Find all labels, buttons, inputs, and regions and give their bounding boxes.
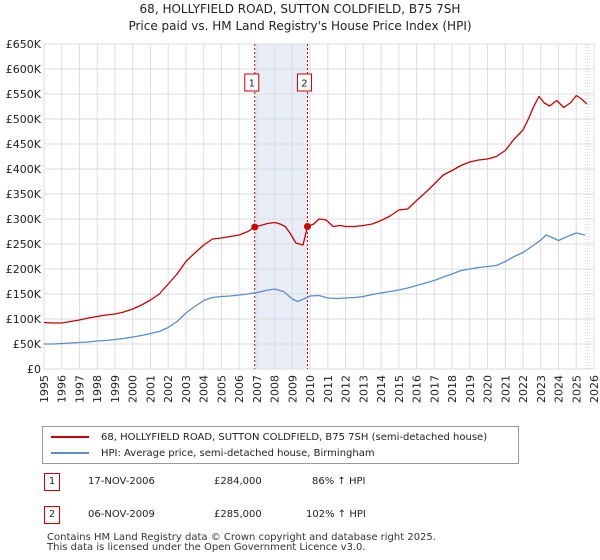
x-tick-label: 1997 (73, 375, 86, 403)
x-tick-label: 2010 (304, 375, 317, 403)
transaction-hpi-change: 86% ↑ HPI (312, 476, 366, 487)
y-tick-label: £350K (6, 188, 42, 201)
transaction-price: £284,000 (214, 476, 262, 487)
transaction-number-badge: 2 (44, 506, 60, 524)
x-tick-label: 2014 (375, 375, 388, 403)
x-tick-label: 1995 (38, 375, 51, 403)
x-tick-label: 2025 (570, 375, 583, 403)
x-tick-label: 2023 (535, 375, 548, 403)
y-tick-label: £150K (6, 288, 42, 301)
x-tick-label: 2015 (393, 375, 406, 403)
sale-label-box (244, 73, 260, 92)
footer-line-licence: This data is licensed under the Open Gov… (47, 542, 366, 553)
y-tick-label: £300K (6, 213, 42, 226)
x-tick-label: 2024 (553, 375, 566, 403)
x-tick-label: 2009 (286, 375, 299, 403)
x-tick-label: 2016 (411, 375, 424, 403)
shaded-ownership-period (254, 44, 308, 369)
x-tick-label: 1996 (56, 375, 69, 403)
y-tick-label: £0 (27, 363, 41, 376)
sale-label-box (296, 73, 312, 92)
sale-point (303, 223, 311, 230)
price-chart: £0 £50K £100K £150K £200K £250K £300K £350K £400… (6, 38, 600, 403)
transaction-hpi-change: 102% ↑ HPI (306, 509, 366, 520)
plot-area (43, 43, 595, 370)
x-tick-label: 2026 (588, 375, 600, 403)
footer-attribution: Contains HM Land Registry data © Crown c… (47, 533, 436, 553)
sale-label-text: 2 (301, 79, 307, 90)
x-tick-label: 2022 (517, 375, 530, 403)
chart-subtitle: Price paid vs. HM Land Registry's House … (128, 19, 472, 33)
transaction-number-badge: 1 (44, 473, 60, 491)
transaction-price: £285,000 (214, 509, 262, 520)
y-tick-label: £650K (6, 38, 42, 51)
x-tick-label: 2003 (180, 375, 193, 403)
x-tick-label: 2021 (499, 375, 512, 403)
legend-label-hpi: HPI: Average price, semi-detached house,… (101, 447, 375, 459)
legend-label-property: 68, HOLLYFIELD ROAD, SUTTON COLDFIELD, B… (101, 431, 488, 443)
transaction-date: 17-NOV-2006 (88, 476, 155, 487)
legend-swatch-property (51, 436, 89, 438)
x-tick-label: 1998 (91, 375, 104, 403)
footer-line-copyright: Contains HM Land Registry data © Crown c… (47, 532, 436, 543)
x-tick-label: 2004 (198, 375, 211, 403)
x-tick-label: 2001 (144, 375, 157, 403)
x-tick-label: 2011 (322, 375, 335, 403)
y-tick-label: £250K (6, 238, 42, 251)
x-tick-label: 2007 (251, 375, 264, 403)
x-tick-label: 2020 (482, 375, 495, 403)
x-tick-label: 2006 (233, 375, 246, 403)
legend-item-property: 68, HOLLYFIELD ROAD, SUTTON COLDFIELD, B… (51, 430, 487, 444)
y-tick-label: £450K (6, 138, 42, 151)
x-tick-label: 2012 (340, 375, 353, 403)
y-tick-label: £200K (6, 263, 42, 276)
y-tick-label: £400K (6, 163, 42, 176)
x-tick-label: 2000 (127, 375, 140, 403)
x-tick-label: 2002 (162, 375, 175, 403)
y-tick-label: £50K (13, 338, 42, 351)
chart-legend: 68, HOLLYFIELD ROAD, SUTTON COLDFIELD, B… (42, 426, 519, 464)
x-tick-label: 2008 (269, 375, 282, 403)
x-tick-label: 2005 (215, 375, 228, 403)
x-tick-label: 2019 (464, 375, 477, 403)
sale-label-text: 1 (249, 79, 255, 90)
legend-swatch-hpi (51, 452, 89, 454)
y-tick-label: £500K (6, 113, 42, 126)
x-tick-label: 1999 (109, 375, 122, 403)
x-tick-label: 2013 (357, 375, 370, 403)
legend-item-hpi: HPI: Average price, semi-detached house,… (51, 446, 375, 460)
x-tick-label: 2018 (446, 375, 459, 403)
chart-title: 68, HOLLYFIELD ROAD, SUTTON COLDFIELD, B… (139, 2, 461, 16)
x-tick-label: 2017 (428, 375, 441, 403)
hpi-series-line (44, 232, 586, 345)
y-tick-label: £600K (6, 63, 42, 76)
property-series-line (43, 94, 588, 324)
y-tick-label: £100K (6, 313, 42, 326)
y-tick-label: £550K (6, 88, 42, 101)
transaction-date: 06-NOV-2009 (88, 509, 155, 520)
sale-point (251, 223, 259, 231)
